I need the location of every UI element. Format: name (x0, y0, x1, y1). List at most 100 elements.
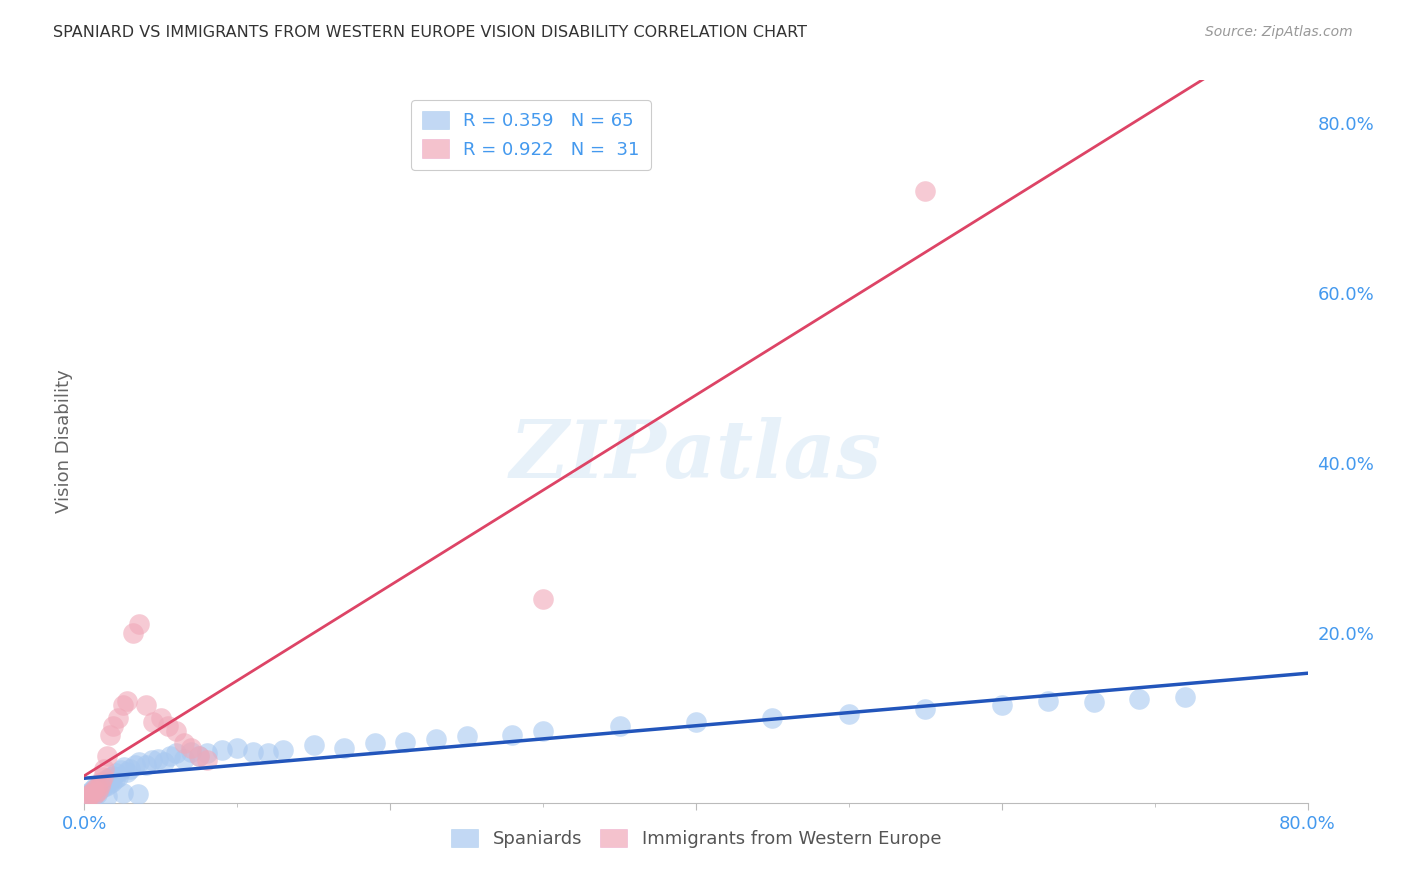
Point (165, 723, 187, 738)
Point (188, 749, 211, 764)
Point (103, 769, 125, 783)
Point (364, 736, 387, 750)
Point (107, 770, 129, 784)
Point (110, 764, 132, 778)
Point (531, 723, 554, 738)
Point (91, 770, 114, 784)
Point (83, 783, 105, 797)
Point (127, 787, 149, 801)
Point (531, 591, 554, 606)
Point (157, 719, 180, 733)
Point (141, 753, 163, 767)
Point (96, 789, 118, 803)
Point (105, 766, 128, 780)
Point (173, 736, 195, 750)
Point (80, 786, 103, 800)
Point (98, 770, 121, 784)
Point (96, 749, 118, 764)
Point (609, 719, 631, 733)
Point (165, 747, 187, 761)
Point (180, 740, 202, 755)
Point (425, 732, 447, 747)
Point (838, 706, 860, 721)
Point (80, 783, 103, 797)
Point (86, 787, 108, 801)
Point (79, 787, 101, 801)
Point (98, 728, 121, 742)
Point (112, 760, 135, 774)
Point (242, 745, 264, 759)
Point (685, 714, 707, 729)
Point (107, 711, 129, 725)
Point (80, 791, 103, 805)
Legend: Spaniards, Immigrants from Western Europe: Spaniards, Immigrants from Western Europ… (444, 822, 948, 855)
Point (91, 780, 114, 795)
Point (89, 779, 111, 793)
Point (76, 791, 98, 805)
Point (89, 782, 111, 797)
Point (142, 714, 165, 729)
Point (456, 730, 478, 744)
Point (76, 789, 98, 803)
Point (94, 779, 117, 793)
Point (128, 617, 150, 632)
Point (761, 711, 783, 725)
Point (153, 755, 176, 769)
Point (271, 743, 294, 757)
Point (77, 786, 100, 800)
Point (103, 719, 125, 733)
Point (86, 780, 108, 795)
Point (135, 698, 157, 712)
Point (111, 786, 134, 800)
Point (914, 702, 936, 716)
Point (90, 777, 112, 791)
Point (226, 740, 249, 755)
Y-axis label: Vision Disability: Vision Disability (55, 369, 73, 514)
Point (115, 765, 138, 780)
Point (101, 775, 124, 789)
Point (394, 734, 416, 748)
Point (502, 728, 524, 742)
Point (86, 784, 108, 798)
Point (77, 789, 100, 803)
Point (84, 787, 107, 801)
Point (96, 772, 118, 786)
Point (97, 777, 120, 791)
Point (1083, 696, 1105, 710)
Point (84, 780, 107, 795)
Point (115, 694, 138, 708)
Point (188, 749, 211, 764)
Point (124, 758, 146, 772)
Point (104, 772, 127, 786)
Point (93, 774, 115, 789)
Point (87, 784, 110, 798)
Point (195, 753, 218, 767)
Point (257, 747, 280, 761)
Point (1036, 694, 1059, 708)
Point (159, 749, 181, 764)
Point (90, 774, 112, 789)
Point (149, 711, 172, 725)
Point (211, 743, 233, 757)
Text: ZIPatlas: ZIPatlas (510, 417, 882, 495)
Point (135, 757, 157, 772)
Point (93, 762, 115, 776)
Point (87, 779, 110, 793)
Point (991, 698, 1014, 712)
Point (914, 184, 936, 198)
Point (1128, 692, 1150, 706)
Point (146, 751, 169, 765)
Point (333, 740, 356, 755)
Point (173, 751, 195, 765)
Point (1174, 690, 1197, 704)
Point (122, 625, 145, 640)
Point (111, 698, 134, 712)
Point (195, 747, 218, 761)
Point (79, 787, 101, 801)
Text: Source: ZipAtlas.com: Source: ZipAtlas.com (1205, 25, 1353, 39)
Point (302, 738, 325, 752)
Point (83, 786, 105, 800)
Point (180, 745, 202, 759)
Text: SPANIARD VS IMMIGRANTS FROM WESTERN EUROPE VISION DISABILITY CORRELATION CHART: SPANIARD VS IMMIGRANTS FROM WESTERN EURO… (53, 25, 807, 40)
Point (120, 762, 142, 776)
